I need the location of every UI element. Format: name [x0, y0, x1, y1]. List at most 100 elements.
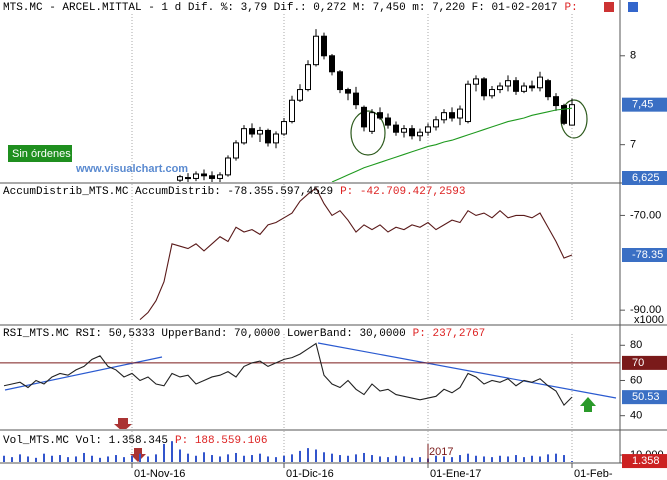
candle-body: [473, 78, 479, 85]
candle-body: [457, 108, 463, 119]
price-panel: [131, 14, 588, 182]
candle-body: [441, 112, 447, 121]
volume-bar: [451, 457, 453, 462]
y-tick-label: -90.00: [630, 304, 661, 316]
volume-bar: [419, 457, 421, 462]
volume-bar: [243, 455, 245, 462]
sell-arrow: [114, 418, 132, 429]
value-box-label: 6,625: [632, 172, 660, 184]
moving-average: [331, 107, 573, 182]
volume-bar: [443, 456, 445, 462]
candle-body: [465, 83, 471, 123]
candle-body: [417, 131, 423, 137]
volume-bar: [179, 449, 181, 462]
candle-body: [449, 112, 455, 119]
panel-header: Vol_MTS.MC Vol: 1.358.345: [3, 435, 168, 447]
candle-body: [225, 157, 231, 176]
candle-body: [257, 129, 263, 135]
value-box: [622, 248, 667, 263]
value-box: [622, 355, 667, 370]
volume-bar: [283, 455, 285, 462]
volume-bar: [251, 455, 253, 462]
indicator-line: [139, 187, 573, 321]
volume-bar: [259, 453, 261, 462]
value-box-label: -78.35: [632, 249, 663, 261]
volume-bar: [19, 454, 21, 462]
volume-bar: [347, 455, 349, 462]
value-box: [622, 171, 667, 185]
x-tick-label: 01-Ene-17: [430, 468, 481, 480]
volume-bar: [203, 452, 205, 462]
volume-bar: [91, 455, 93, 462]
volume-bar: [563, 455, 565, 462]
x-tick-label: 01-Dic-16: [286, 468, 334, 480]
order-badge[interactable]: [8, 145, 72, 162]
candle-body: [425, 126, 431, 133]
sell-arrow: [130, 448, 146, 462]
volume-bar: [59, 455, 61, 462]
highlight-ellipse: [350, 110, 386, 156]
order-badge-label: Sin órdenes: [12, 148, 71, 160]
candle-body: [521, 85, 527, 92]
value-box: [622, 97, 667, 112]
value-box-label: 50.53: [632, 391, 660, 403]
y-tick-label: 80: [630, 339, 642, 351]
value-box: [622, 454, 667, 469]
candle-body: [505, 80, 511, 87]
volume-bar: [27, 456, 29, 462]
y-unit-label: x1000: [634, 314, 664, 326]
candle-body: [217, 174, 223, 179]
volume-bar: [123, 457, 125, 462]
volume-bar: [571, 461, 573, 462]
candle-body: [305, 64, 311, 91]
volume-bar: [467, 453, 469, 462]
volume-bar: [379, 456, 381, 462]
candle-body: [313, 35, 319, 66]
candle-body: [265, 129, 271, 144]
panel-p-value: P:: [565, 2, 578, 14]
candle-body: [529, 85, 535, 89]
buy-arrow: [580, 397, 596, 412]
volume-bar: [219, 456, 221, 462]
volume-bar: [435, 455, 437, 462]
candle-body: [369, 112, 375, 132]
volume-bar: [291, 454, 293, 462]
y-tick-label: 40: [630, 410, 642, 422]
volume-bar: [331, 453, 333, 462]
volume-bar: [195, 455, 197, 462]
volume-bar: [539, 456, 541, 462]
candle-body: [233, 142, 239, 159]
candle-body: [201, 173, 207, 177]
candle-body: [497, 85, 503, 91]
volume-bar: [131, 455, 133, 462]
candle-body: [185, 177, 191, 180]
volume-bar: [11, 457, 13, 462]
volume-bar: [371, 455, 373, 462]
candle-body: [337, 71, 343, 91]
panel-header: RSI_MTS.MC RSI: 50,5333 UpperBand: 70,00…: [3, 328, 406, 340]
candle-body: [385, 117, 391, 126]
volume-bar: [355, 454, 357, 462]
trendline: [317, 342, 617, 399]
volume-bar: [475, 455, 477, 462]
y-tick-label: 7: [630, 139, 636, 151]
volume-bar: [211, 455, 213, 462]
toolbar-icon[interactable]: [604, 2, 614, 12]
candle-body: [409, 128, 415, 137]
volume-bar: [315, 449, 317, 462]
panel-p-value: P: 188.559.106: [175, 435, 267, 447]
volume-bar: [171, 441, 173, 462]
toolbar-icon[interactable]: [628, 2, 638, 12]
candle-body: [273, 133, 279, 144]
volume-bar: [267, 456, 269, 462]
volume-bar: [483, 456, 485, 462]
volume-bar: [547, 454, 549, 462]
value-box-label: 7,45: [632, 99, 653, 111]
value-box: [622, 390, 667, 405]
volume-bar: [227, 454, 229, 462]
volume-bar: [107, 456, 109, 462]
